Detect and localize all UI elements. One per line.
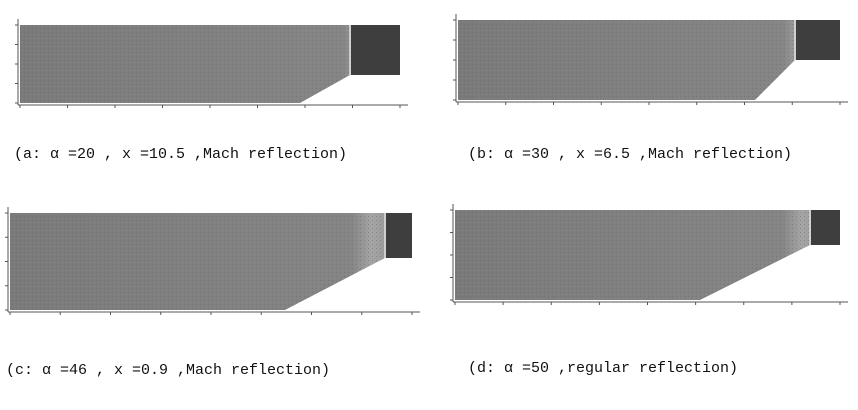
post-shock-region xyxy=(385,213,412,258)
wedge xyxy=(700,245,842,300)
simulation-images xyxy=(5,14,848,315)
caption: (a: α =20 , x =10.5 ,Mach reflection) xyxy=(14,146,348,163)
wedge xyxy=(300,75,402,103)
wedge xyxy=(285,258,414,310)
caption: (d: α =50 ,regular reflection) xyxy=(468,360,739,377)
caption: (b: α =30 , x =6.5 ,Mach reflection) xyxy=(468,146,793,163)
post-shock-region xyxy=(810,210,840,245)
post-shock-region xyxy=(350,25,400,75)
wedge xyxy=(755,60,842,100)
caption: (c: α =46 , x =0.9 ,Mach reflection) xyxy=(6,362,331,379)
post-shock-region xyxy=(795,20,840,60)
